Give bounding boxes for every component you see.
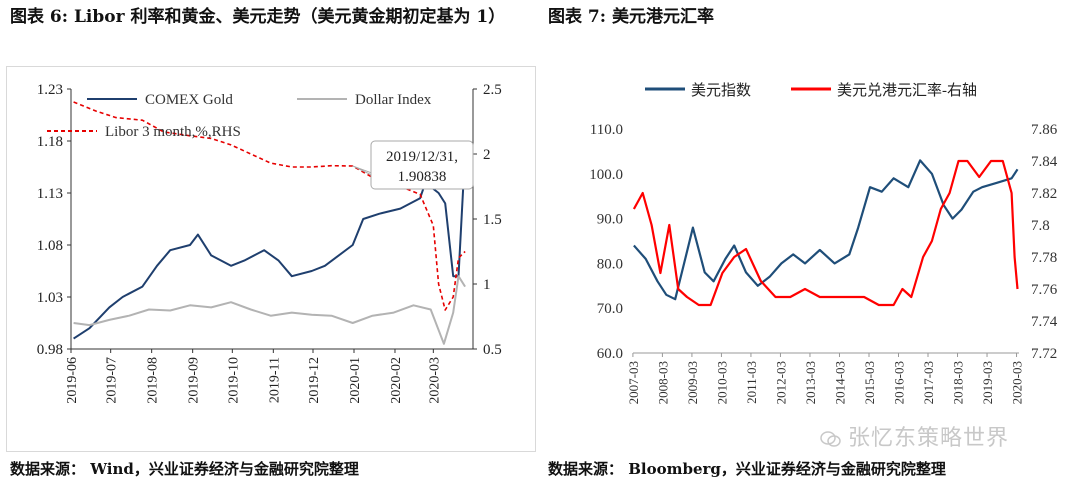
y-tick-label-right: 7.76 bbox=[1031, 282, 1058, 298]
watermark: 张忆东策略世界 bbox=[820, 420, 1009, 452]
legend-label: 美元指数 bbox=[691, 82, 751, 99]
y-tick-label-left: 60.0 bbox=[597, 346, 623, 362]
chart-title-left: 图表 6: Libor 利率和黄金、美元走势（美元黄金期初定基为 1） bbox=[10, 7, 506, 27]
x-tick-label: 2019-06 bbox=[65, 357, 80, 404]
x-tick-label: 2019-10 bbox=[226, 357, 241, 404]
watermark-text: 张忆东策略世界 bbox=[848, 426, 1010, 451]
x-tick-label: 2020-03 bbox=[1010, 361, 1025, 404]
x-tick-label: 2007-03 bbox=[626, 361, 641, 404]
x-tick-label: 2011-03 bbox=[744, 361, 759, 404]
y-tick-label-right: 1 bbox=[483, 277, 491, 293]
y-tick-label-right: 0.5 bbox=[483, 342, 502, 358]
series-line-2 bbox=[73, 275, 466, 345]
y-tick-label-left: 90.0 bbox=[597, 212, 623, 228]
x-tick-label: 2013-03 bbox=[803, 361, 818, 404]
x-tick-label: 2019-12 bbox=[307, 357, 322, 404]
y-tick-label-left: 70.0 bbox=[597, 301, 623, 317]
source-note-right: 数据来源： Bloomberg，兴业证券经济与金融研究院整理 bbox=[548, 460, 946, 478]
usd-hkd-chart: 60.0 70.0 80.0 90.0 100.0 110.0 7.72 7.74 7.76 7.… bbox=[589, 82, 1058, 404]
x-tick-label: 2009-03 bbox=[685, 361, 700, 404]
y-tick-label-right: 7.78 bbox=[1031, 250, 1057, 266]
y-tick-label-right: 1.5 bbox=[483, 212, 502, 228]
x-tick-label: 2020-01 bbox=[348, 357, 363, 404]
y-tick-label-left: 1.18 bbox=[37, 134, 63, 150]
x-tick-label: 2012-03 bbox=[773, 361, 788, 404]
x-tick-label: 2020-03 bbox=[427, 357, 442, 404]
legend-label: COMEX Gold bbox=[145, 92, 233, 108]
x-tick-label: 2017-03 bbox=[921, 361, 936, 404]
y-tick-label-right: 7.8 bbox=[1031, 218, 1050, 234]
y-tick-label-right: 2 bbox=[483, 147, 491, 163]
series-line-1 bbox=[633, 159, 1019, 301]
source-note-left: 数据来源： Wind，兴业证券经济与金融研究院整理 bbox=[10, 460, 359, 478]
y-tick-label-left: 80.0 bbox=[597, 256, 623, 272]
x-tick-label: 2020-02 bbox=[389, 357, 404, 404]
y-tick-label-right: 7.82 bbox=[1031, 186, 1057, 202]
x-tick-label: 2018-03 bbox=[951, 361, 966, 404]
x-tick-label: 2015-03 bbox=[862, 361, 877, 404]
y-tick-label-right: 7.72 bbox=[1031, 346, 1057, 362]
x-tick-label: 2010-03 bbox=[714, 361, 729, 404]
y-tick-label-left: 1.08 bbox=[37, 238, 63, 254]
y-tick-label-left: 1.13 bbox=[37, 186, 63, 202]
x-tick-label: 2019-08 bbox=[146, 357, 161, 404]
annotation-box bbox=[370, 140, 474, 190]
x-tick-label: 2016-03 bbox=[891, 361, 906, 404]
y-tick-label-left: 0.98 bbox=[37, 342, 63, 358]
y-tick-label-left: 1.03 bbox=[37, 290, 63, 306]
series-line-3 bbox=[73, 101, 466, 311]
chart-panel-left: 0.98 1.03 1.08 1.13 1.18 1.23 0.5 1 1.5 2 2.5 2019-… bbox=[6, 66, 536, 452]
x-tick-label: 2019-11 bbox=[267, 357, 282, 403]
x-tick-label: 2019-07 bbox=[105, 357, 120, 404]
y-tick-label-right: 7.86 bbox=[1031, 122, 1058, 138]
y-tick-label-right: 2.5 bbox=[483, 82, 502, 98]
series-line-2 bbox=[632, 159, 1019, 307]
y-tick-label-right: 7.74 bbox=[1031, 314, 1058, 330]
y-tick-label-right: 7.84 bbox=[1031, 154, 1058, 170]
y-tick-label-left: 1.23 bbox=[37, 82, 63, 98]
wechat-icon bbox=[820, 431, 841, 447]
x-tick-label: 2014-03 bbox=[832, 361, 847, 404]
y-tick-label-left: 100.0 bbox=[589, 167, 623, 183]
legend-label: Dollar Index bbox=[355, 92, 432, 108]
legend-label: Libor 3 month,%,RHS bbox=[105, 124, 241, 140]
legend-label: 美元兑港元汇率-右轴 bbox=[837, 82, 977, 99]
chart-title-right: 图表 7: 美元港元汇率 bbox=[548, 7, 714, 27]
x-tick-label: 2008-03 bbox=[655, 361, 670, 404]
annotation-date: 2019/12/31, bbox=[386, 149, 458, 165]
x-tick-label: 2019-03 bbox=[980, 361, 995, 404]
libor-gold-dollar-chart: 0.98 1.03 1.08 1.13 1.18 1.23 0.5 1 1.5 2 2.5 2019-… bbox=[37, 82, 502, 404]
annotation-value: 1.90838 bbox=[398, 169, 447, 185]
x-tick-label: 2019-09 bbox=[187, 357, 202, 404]
chart-panel-right: 60.0 70.0 80.0 90.0 100.0 110.0 7.72 7.74 7.76 7.… bbox=[546, 66, 1074, 452]
y-tick-label-left: 110.0 bbox=[590, 122, 623, 138]
